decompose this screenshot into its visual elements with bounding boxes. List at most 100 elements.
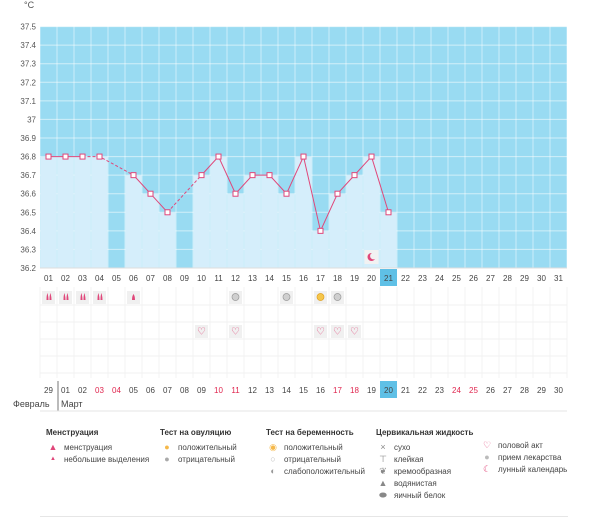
cycle-day-label: 26: [469, 274, 478, 283]
legend-label: водянистая: [394, 478, 437, 488]
temp-point: [96, 153, 103, 160]
temp-bar: [159, 212, 176, 268]
temp-point: [45, 153, 52, 160]
marker-cell: [314, 325, 327, 338]
drop-icon: [63, 293, 66, 300]
cycle-day-label: 12: [231, 274, 240, 283]
drop-icon: ▲: [48, 442, 58, 452]
small-drop-icon: [132, 294, 135, 300]
y-tick-label: 36.8: [20, 153, 36, 162]
temp-point: [130, 172, 137, 179]
cycle-day-label: 15: [282, 274, 291, 283]
drop-icon: [80, 293, 83, 300]
y-tick-label: 37.2: [20, 78, 36, 87]
egg-white-icon: ⬬: [379, 489, 387, 500]
temp-bar: [57, 156, 74, 268]
legend-cervical: Цервикальная жидкость × сухо ⊤ клейкая ❦…: [376, 428, 473, 501]
temp-bar: [227, 193, 244, 268]
calendar-date: 29: [44, 386, 53, 395]
temp-bar: [91, 156, 108, 268]
drop-icon: [100, 293, 103, 300]
temp-point: [164, 209, 171, 216]
calendar-date: 15: [299, 386, 308, 395]
calendar-date: 05: [129, 386, 138, 395]
y-tick-label: 36.7: [20, 171, 36, 180]
legend-item: ○ отрицательный: [266, 453, 365, 465]
dry-icon: ×: [380, 442, 386, 452]
sun-negative-icon: ●: [164, 454, 170, 464]
temp-bar: [363, 156, 380, 268]
cycle-day-label: 29: [520, 274, 529, 283]
calendar-date: 10: [214, 386, 223, 395]
y-tick-label: 37.1: [20, 97, 36, 106]
calendar-date: 28: [520, 386, 529, 395]
calendar-date: 21: [401, 386, 410, 395]
calendar-date: 18: [350, 386, 359, 395]
temp-bar: [278, 193, 295, 268]
calendar-date: 27: [503, 386, 512, 395]
calendar-date: 02: [78, 386, 87, 395]
cycle-day-label: 22: [401, 274, 410, 283]
bottom-divider: [40, 516, 568, 517]
temp-point: [385, 209, 392, 216]
temp-bar: [125, 175, 142, 268]
y-tick-label: 37.4: [20, 41, 36, 50]
calendar-date: 09: [197, 386, 206, 395]
y-tick-label: 36.3: [20, 245, 36, 254]
calendar-date: 13: [265, 386, 274, 395]
temp-point: [317, 227, 324, 234]
cycle-day-label: 10: [197, 274, 206, 283]
calendar-date: 16: [316, 386, 325, 395]
calendar-date: 23: [435, 386, 444, 395]
temp-point: [300, 153, 307, 160]
calendar-date: 29: [537, 386, 546, 395]
cycle-day-label: 20: [367, 274, 376, 283]
cycle-day-label: 27: [486, 274, 495, 283]
drop-icon: [97, 293, 100, 300]
cycle-day-label: 13: [248, 274, 257, 283]
marker-cell: [331, 325, 344, 338]
cycle-day-label: 01: [44, 274, 53, 283]
sun-positive-icon: [316, 293, 325, 301]
cycle-day-label: 31: [554, 274, 563, 283]
legend-label: положительный: [284, 442, 343, 452]
legend-label: сухо: [394, 442, 411, 452]
calendar-date: 22: [418, 386, 427, 395]
calendar-date: 26: [486, 386, 495, 395]
y-tick-label: 36.6: [20, 190, 36, 199]
pill-icon: ●: [484, 452, 490, 462]
y-tick-label: 37: [27, 115, 36, 124]
heart-icon: ♡: [231, 327, 240, 338]
moon-icon: ☾: [482, 463, 492, 474]
cycle-day-label: 14: [265, 274, 274, 283]
legend-item: ● отрицательный: [160, 453, 237, 465]
cycle-day-label: 05: [112, 274, 121, 283]
temp-bar: [210, 156, 227, 268]
cycle-day-label: 30: [537, 274, 546, 283]
cycle-day-label: 03: [78, 274, 87, 283]
legend-item: ▲ водянистая: [376, 477, 473, 489]
legend-title: Тест на беременность: [266, 428, 354, 437]
temp-point: [79, 153, 86, 160]
calendar-date: 11: [231, 386, 240, 395]
moon-icon-mask: [370, 252, 377, 260]
legend-item: × сухо: [376, 441, 473, 453]
today-highlight: [380, 269, 397, 286]
legend-item: ◉ положительный: [266, 441, 365, 453]
legend-item: ▲ менструация: [46, 441, 149, 453]
calendar-date: 17: [333, 386, 342, 395]
y-tick-label: 37.5: [20, 23, 36, 32]
calendar-date: 25: [469, 386, 478, 395]
temp-bar: [346, 175, 363, 268]
calendar-date: 20: [384, 386, 393, 395]
cycle-day-label: 28: [503, 274, 512, 283]
watery-icon: ▲: [378, 478, 388, 488]
calendar-date: 19: [367, 386, 376, 395]
cycle-day-label: 16: [299, 274, 308, 283]
marker-cell: [195, 325, 208, 338]
temp-bar: [40, 156, 57, 268]
temp-bar: [295, 156, 312, 268]
legend-label: яичный белок: [394, 490, 446, 500]
legend-item: ❦ кремообразная: [376, 465, 473, 477]
